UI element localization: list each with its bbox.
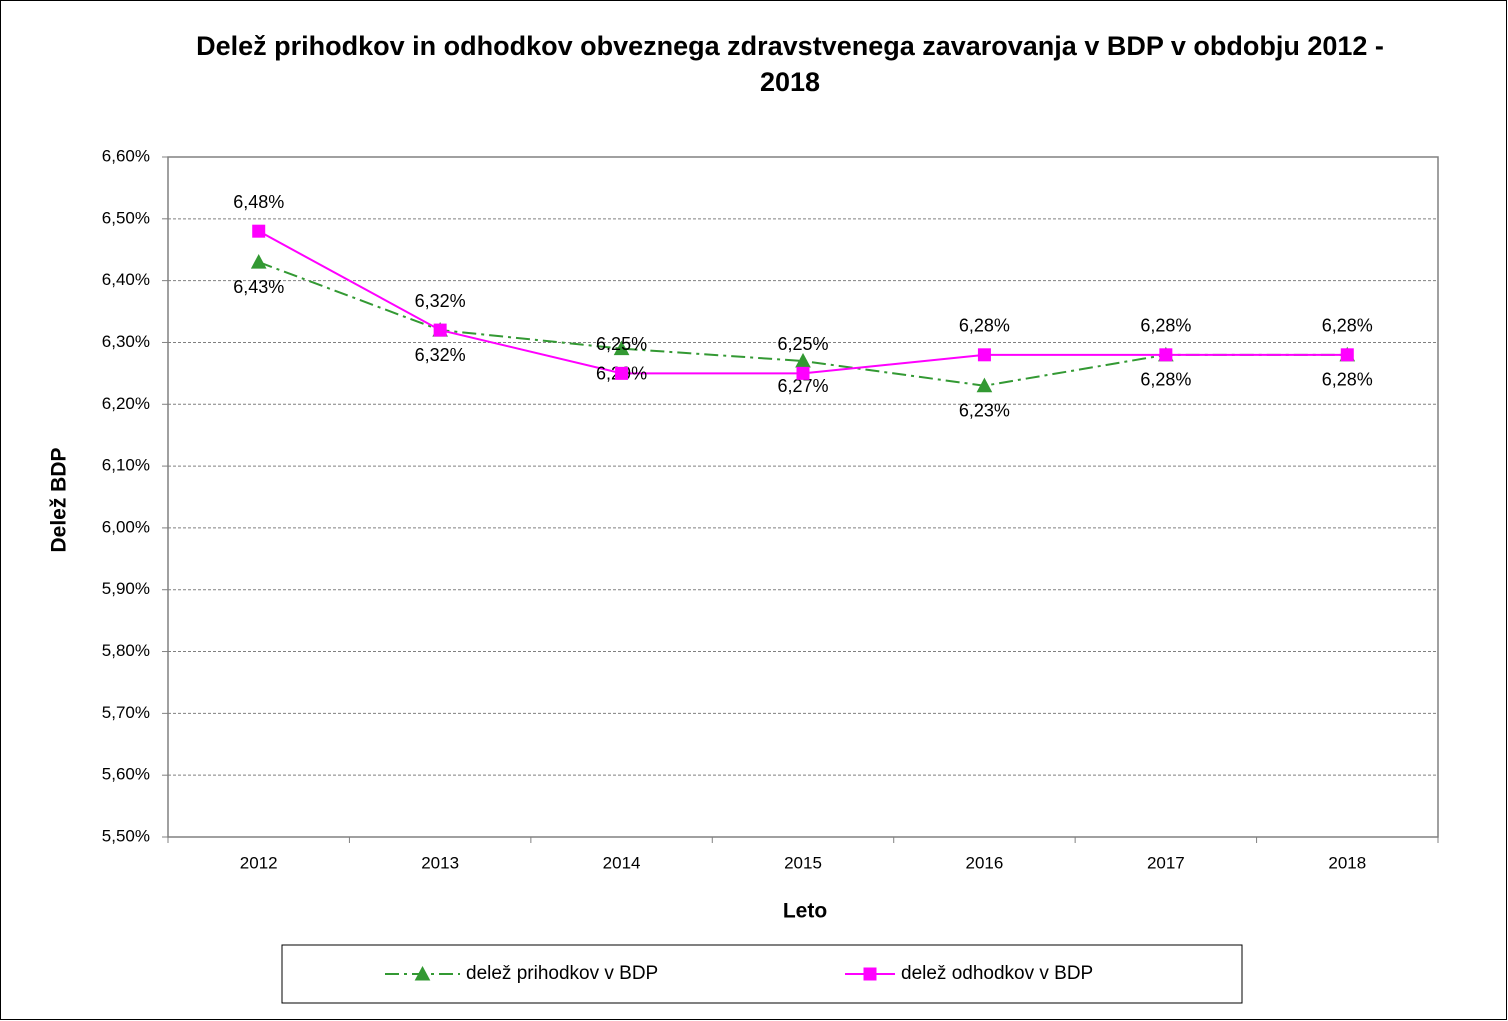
x-tick-label: 2015 [784, 853, 822, 872]
data-label: 6,27% [777, 376, 828, 396]
data-point [976, 377, 993, 393]
y-tick-label: 5,50% [102, 826, 150, 845]
data-point [796, 366, 810, 380]
legend-label: delež odhodkov v BDP [901, 963, 1093, 984]
y-tick-label: 6,20% [102, 394, 150, 413]
data-label: 6,23% [959, 400, 1010, 420]
data-label: 6,28% [959, 316, 1010, 336]
x-axis-label: Leto [783, 900, 827, 923]
y-tick-label: 6,60% [102, 146, 150, 165]
x-tick-label: 2017 [1147, 853, 1185, 872]
y-tick-label: 6,40% [102, 270, 150, 289]
data-label: 6,25% [596, 334, 647, 354]
y-tick-label: 6,10% [102, 456, 150, 475]
x-tick-label: 2016 [966, 853, 1004, 872]
data-point [250, 254, 267, 269]
y-axis-label: Delež BDP [48, 447, 71, 552]
data-point [252, 224, 266, 238]
x-tick-label: 2014 [603, 853, 641, 872]
data-point [1159, 348, 1173, 362]
x-tick-label: 2018 [1328, 853, 1366, 872]
legend-marker [863, 967, 877, 981]
x-tick-label: 2013 [421, 853, 459, 872]
legend-label: delež prihodkov v BDP [466, 963, 658, 984]
data-point [977, 348, 991, 362]
y-tick-label: 6,00% [102, 517, 150, 536]
data-label: 6,32% [415, 345, 466, 365]
data-point [1340, 348, 1354, 362]
data-point [613, 340, 630, 356]
y-tick-label: 5,60% [102, 765, 150, 784]
data-label: 6,25% [777, 334, 828, 354]
chart-title: Delež prihodkov in odhodkov obveznega zd… [196, 31, 1384, 97]
y-tick-label: 6,30% [102, 332, 150, 351]
legend-marker [414, 965, 431, 981]
data-label: 6,28% [1322, 370, 1373, 390]
data-label: 6,32% [415, 291, 466, 311]
y-tick-label: 5,90% [102, 579, 150, 598]
y-tick-label: 5,70% [102, 703, 150, 722]
data-label: 6,48% [233, 192, 284, 212]
data-point [615, 366, 629, 380]
plot-area [167, 156, 1439, 838]
y-tick-label: 5,80% [102, 641, 150, 660]
data-label: 6,28% [1140, 316, 1191, 336]
data-point [433, 323, 447, 337]
y-tick-label: 6,50% [102, 208, 150, 227]
data-label: 6,43% [233, 277, 284, 297]
data-label: 6,28% [1140, 370, 1191, 390]
data-label: 6,28% [1322, 316, 1373, 336]
x-tick-label: 2012 [240, 853, 278, 872]
